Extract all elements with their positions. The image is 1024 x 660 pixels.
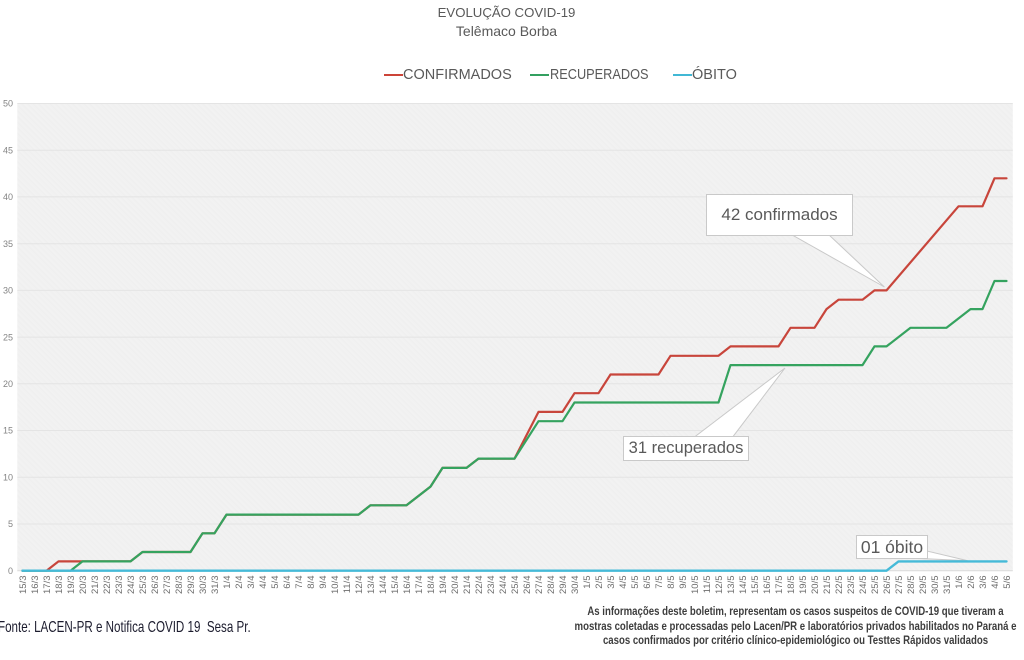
svg-text:21/5: 21/5 (822, 576, 833, 595)
svg-text:22/3: 22/3 (102, 576, 113, 595)
svg-text:14/5: 14/5 (738, 576, 749, 595)
svg-text:22/5: 22/5 (834, 576, 845, 595)
svg-text:30/3: 30/3 (198, 576, 209, 595)
svg-text:31/3: 31/3 (210, 576, 221, 595)
svg-text:18/3: 18/3 (54, 576, 65, 595)
svg-text:5/4: 5/4 (270, 576, 281, 589)
svg-text:16/3: 16/3 (30, 576, 41, 595)
svg-text:20/5: 20/5 (810, 576, 821, 595)
svg-text:25: 25 (3, 332, 13, 342)
svg-text:19/5: 19/5 (798, 576, 809, 595)
svg-text:6/5: 6/5 (642, 576, 653, 589)
svg-text:8/4: 8/4 (306, 576, 317, 589)
svg-text:25/4: 25/4 (510, 576, 521, 595)
svg-text:19/3: 19/3 (66, 576, 77, 595)
svg-text:5/6: 5/6 (1002, 576, 1013, 589)
svg-text:5: 5 (8, 519, 13, 529)
svg-text:20/4: 20/4 (450, 576, 461, 595)
svg-text:20/3: 20/3 (78, 576, 89, 595)
svg-text:24/4: 24/4 (498, 576, 509, 595)
svg-text:18/4: 18/4 (426, 576, 437, 595)
svg-text:8/5: 8/5 (666, 576, 677, 589)
svg-text:3/5: 3/5 (606, 576, 617, 589)
svg-text:15/3: 15/3 (18, 576, 29, 595)
svg-text:24/3: 24/3 (126, 576, 137, 595)
svg-text:2/6: 2/6 (966, 576, 977, 589)
svg-text:28/5: 28/5 (906, 576, 917, 595)
svg-text:50: 50 (3, 99, 13, 109)
svg-text:19/4: 19/4 (438, 576, 449, 595)
svg-text:30/5: 30/5 (930, 576, 941, 595)
svg-text:29/5: 29/5 (918, 576, 929, 595)
svg-text:23/4: 23/4 (486, 576, 497, 595)
svg-text:14/4: 14/4 (378, 576, 389, 595)
svg-text:13/4: 13/4 (366, 576, 377, 595)
svg-text:0: 0 (8, 566, 13, 576)
svg-text:17/5: 17/5 (774, 576, 785, 595)
svg-text:27/5: 27/5 (894, 576, 905, 595)
svg-text:25/3: 25/3 (138, 576, 149, 595)
svg-text:15/5: 15/5 (750, 576, 761, 595)
svg-text:26/4: 26/4 (522, 576, 533, 595)
svg-text:3/4: 3/4 (246, 576, 257, 589)
svg-text:4/4: 4/4 (258, 576, 269, 589)
svg-text:31/5: 31/5 (942, 576, 953, 595)
svg-text:4/5: 4/5 (618, 576, 629, 589)
svg-text:21/3: 21/3 (90, 576, 101, 595)
svg-text:12/5: 12/5 (714, 576, 725, 595)
svg-text:17/4: 17/4 (414, 576, 425, 595)
svg-text:11/5: 11/5 (702, 576, 713, 594)
svg-text:1/5: 1/5 (582, 576, 593, 589)
svg-text:30/4: 30/4 (570, 576, 581, 595)
svg-text:10: 10 (3, 473, 13, 483)
svg-text:23/5: 23/5 (846, 576, 857, 595)
svg-text:27/3: 27/3 (162, 576, 173, 595)
svg-text:1/4: 1/4 (222, 576, 233, 589)
svg-text:16/5: 16/5 (762, 576, 773, 595)
svg-text:7/5: 7/5 (654, 576, 665, 589)
svg-text:25/5: 25/5 (870, 576, 881, 595)
svg-text:10/4: 10/4 (330, 576, 341, 595)
svg-text:6/4: 6/4 (282, 576, 293, 589)
svg-text:15/4: 15/4 (390, 576, 401, 595)
svg-text:9/4: 9/4 (318, 576, 329, 589)
svg-text:4/6: 4/6 (990, 576, 1001, 589)
svg-text:20: 20 (3, 379, 13, 389)
svg-text:23/3: 23/3 (114, 576, 125, 595)
svg-text:28/3: 28/3 (174, 576, 185, 595)
svg-text:27/4: 27/4 (534, 576, 545, 595)
svg-text:2/5: 2/5 (594, 576, 605, 589)
svg-text:11/4: 11/4 (342, 576, 353, 594)
svg-text:26/3: 26/3 (150, 576, 161, 595)
svg-text:15: 15 (3, 426, 13, 436)
svg-text:17/3: 17/3 (42, 576, 53, 595)
svg-text:1/6: 1/6 (954, 576, 965, 589)
svg-text:26/5: 26/5 (882, 576, 893, 595)
svg-text:2/4: 2/4 (234, 576, 245, 589)
svg-text:28/4: 28/4 (546, 576, 557, 595)
svg-text:29/3: 29/3 (186, 576, 197, 595)
svg-text:22/4: 22/4 (474, 576, 485, 595)
svg-text:12/4: 12/4 (354, 576, 365, 595)
svg-text:5/5: 5/5 (630, 576, 641, 589)
svg-text:18/5: 18/5 (786, 576, 797, 595)
svg-text:40: 40 (3, 192, 13, 202)
svg-text:9/5: 9/5 (678, 576, 689, 589)
svg-text:21/4: 21/4 (462, 576, 473, 595)
svg-text:7/4: 7/4 (294, 576, 305, 589)
svg-text:29/4: 29/4 (558, 576, 569, 595)
svg-text:30: 30 (3, 286, 13, 296)
svg-text:45: 45 (3, 145, 13, 155)
svg-text:3/6: 3/6 (978, 576, 989, 589)
svg-text:24/5: 24/5 (858, 576, 869, 595)
svg-text:13/5: 13/5 (726, 576, 737, 595)
svg-text:35: 35 (3, 239, 13, 249)
svg-text:16/4: 16/4 (402, 576, 413, 595)
svg-text:10/5: 10/5 (690, 576, 701, 595)
